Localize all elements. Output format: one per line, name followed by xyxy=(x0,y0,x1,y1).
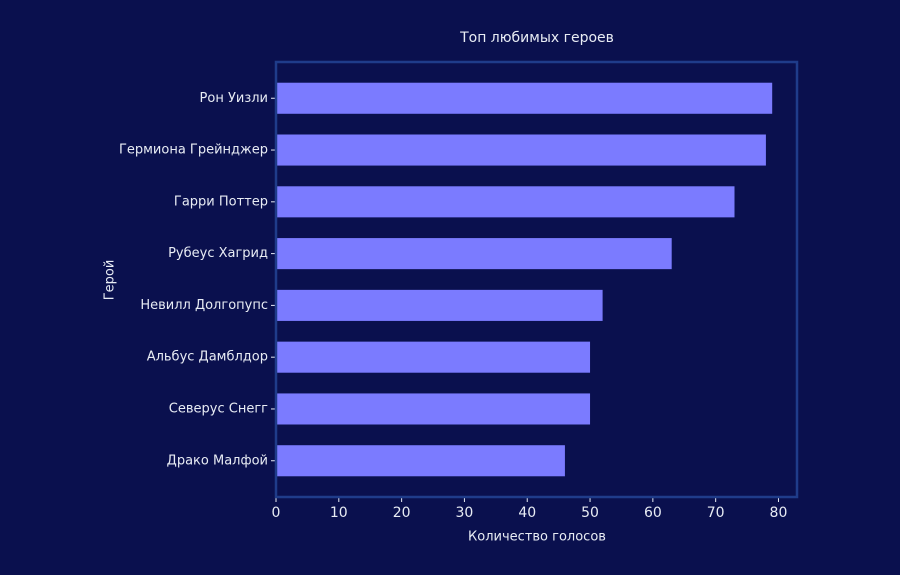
x-tick-label: 20 xyxy=(393,505,411,521)
y-tick-label: Рубеус Хагрид xyxy=(168,246,268,261)
y-axis-label: Герой xyxy=(103,260,118,301)
bar xyxy=(276,82,773,114)
bar xyxy=(276,134,766,166)
y-tick-label: Гарри Поттер xyxy=(174,194,268,209)
x-tick-label: 0 xyxy=(272,505,281,521)
y-tick-label: Рон Уизли xyxy=(200,91,268,106)
bar xyxy=(276,186,735,218)
x-tick-label: 50 xyxy=(581,505,599,521)
x-tick-label: 70 xyxy=(707,505,725,521)
y-tick-label: Северус Снегг xyxy=(169,401,268,416)
x-tick-label: 10 xyxy=(330,505,348,521)
bar xyxy=(276,238,672,270)
x-tick-label: 60 xyxy=(644,505,662,521)
bar xyxy=(276,393,591,425)
bar xyxy=(276,445,565,477)
x-tick-label: 30 xyxy=(456,505,474,521)
bar xyxy=(276,341,591,373)
x-axis-label: Количество голосов xyxy=(468,530,606,545)
y-tick-label: Невилл Долгопупс xyxy=(140,298,268,313)
y-tick-label: Альбус Дамблдор xyxy=(147,350,268,365)
chart-title: Топ любимых героев xyxy=(459,30,614,46)
bar xyxy=(276,289,603,321)
x-tick-label: 80 xyxy=(770,505,788,521)
y-tick-label: Гермиона Грейнджер xyxy=(119,143,268,158)
y-tick-label: Драко Малфой xyxy=(167,453,268,468)
x-tick-label: 40 xyxy=(518,505,536,521)
plot-frame xyxy=(274,60,799,499)
